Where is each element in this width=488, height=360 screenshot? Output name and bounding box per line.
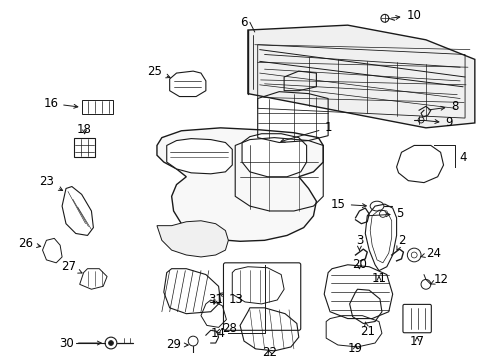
Text: 20: 20 <box>351 258 366 271</box>
Text: 25: 25 <box>147 64 170 78</box>
Text: 23: 23 <box>40 175 62 190</box>
Text: 31: 31 <box>208 293 223 306</box>
Text: 4: 4 <box>458 151 466 164</box>
Text: 28: 28 <box>216 322 237 335</box>
Text: 30: 30 <box>59 337 74 350</box>
Text: 19: 19 <box>347 342 362 355</box>
Text: 5: 5 <box>367 207 403 220</box>
Text: 15: 15 <box>330 198 366 211</box>
Polygon shape <box>157 221 228 257</box>
Text: 9: 9 <box>422 116 452 130</box>
Text: 10: 10 <box>391 9 420 22</box>
Text: 11: 11 <box>371 272 386 285</box>
Circle shape <box>108 341 113 346</box>
FancyBboxPatch shape <box>223 263 300 330</box>
Polygon shape <box>157 128 323 241</box>
Text: 7: 7 <box>0 359 1 360</box>
Text: 13: 13 <box>219 293 243 306</box>
Text: 24: 24 <box>420 247 440 260</box>
Polygon shape <box>242 134 306 177</box>
Text: 8: 8 <box>428 100 458 113</box>
Text: 2: 2 <box>396 234 405 250</box>
Text: 26: 26 <box>18 237 41 250</box>
Text: 18: 18 <box>77 123 92 136</box>
Polygon shape <box>247 25 474 128</box>
Text: 1: 1 <box>281 121 331 142</box>
Text: 14: 14 <box>210 327 225 340</box>
Text: 17: 17 <box>409 334 424 347</box>
Text: 22: 22 <box>262 346 276 359</box>
Text: 21: 21 <box>359 322 374 338</box>
Text: 27: 27 <box>61 260 82 273</box>
Text: 29: 29 <box>166 338 188 351</box>
Text: 6: 6 <box>240 16 247 29</box>
Text: 12: 12 <box>430 273 448 286</box>
Text: 3: 3 <box>355 234 363 250</box>
Polygon shape <box>166 139 232 174</box>
Text: 16: 16 <box>43 97 78 110</box>
